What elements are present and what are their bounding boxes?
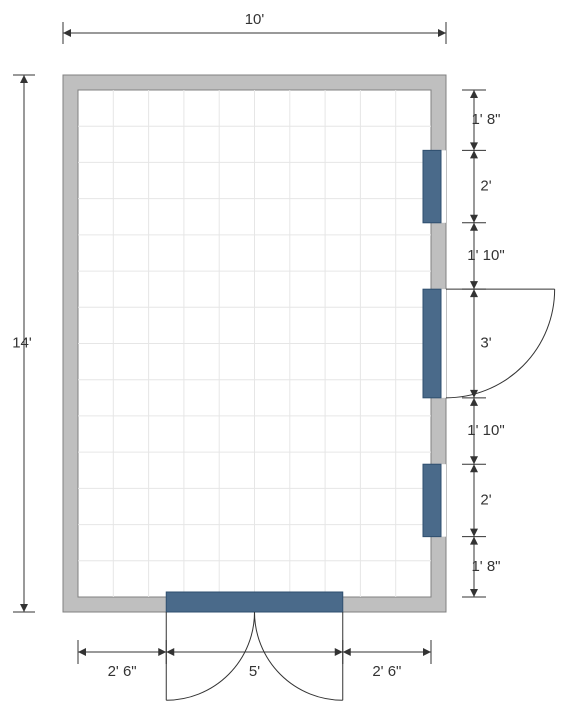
dim-right-1-label: 2' xyxy=(480,178,491,195)
dim-right-6-label: 1' 8" xyxy=(471,558,500,575)
door-bottom-arc-r xyxy=(255,612,343,700)
dim-right-2-label: 1' 10" xyxy=(467,247,504,264)
dim-right-0-label: 1' 8" xyxy=(471,111,500,128)
door-right xyxy=(423,289,441,398)
dim-bottom-0-label: 2' 6" xyxy=(108,663,137,680)
dim-bottom-2-label: 2' 6" xyxy=(372,663,401,680)
door-bottom-arc-l xyxy=(166,612,254,700)
window-top xyxy=(423,150,441,222)
dim-bottom-1-label: 5' xyxy=(249,663,260,680)
dim-right-5-label: 2' xyxy=(480,491,491,508)
dim-right-4-label: 1' 10" xyxy=(467,422,504,439)
door-right-arc xyxy=(446,289,555,398)
door-bottom xyxy=(166,592,343,612)
dim-top-label: 10' xyxy=(245,11,265,28)
dim-left-label: 14' xyxy=(12,334,32,351)
dim-right-3-label: 3' xyxy=(480,334,491,351)
window-bottom xyxy=(423,464,441,536)
